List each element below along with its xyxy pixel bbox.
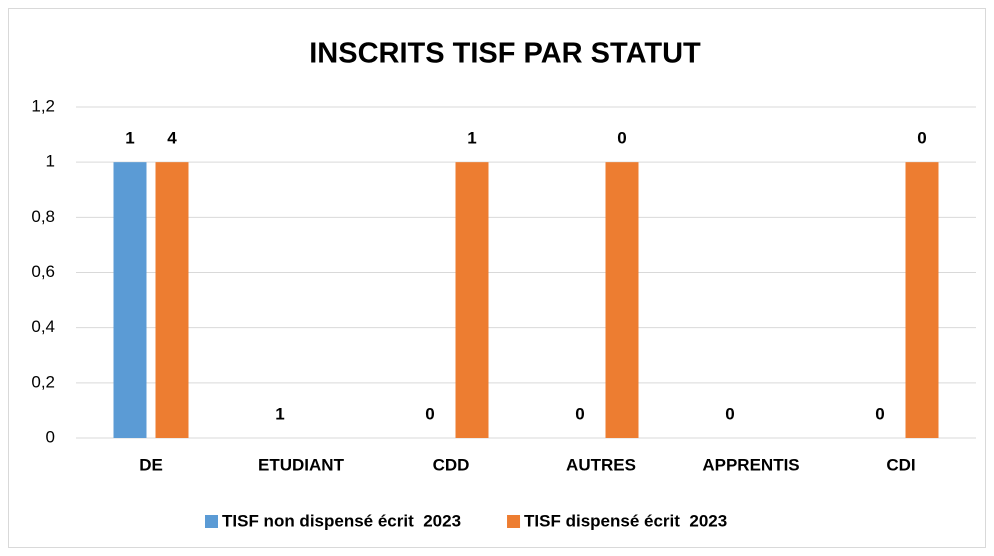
bar: [455, 162, 489, 438]
chart-title: INSCRITS TISF PAR STATUT: [309, 38, 701, 70]
bar: [905, 162, 939, 438]
bar: [155, 162, 189, 438]
data-label: 0: [725, 404, 734, 423]
data-label: 4: [167, 129, 177, 148]
data-label: 0: [917, 129, 926, 148]
legend-label: TISF dispensé écrit 2023: [524, 511, 727, 530]
legend-swatch: [205, 515, 218, 528]
legend-label: TISF non dispensé écrit 2023: [222, 511, 461, 530]
data-label: 1: [125, 129, 134, 148]
y-tick-label: 0,8: [31, 207, 55, 226]
x-tick-label: APPRENTIS: [702, 455, 799, 474]
y-tick-label: 0,4: [31, 317, 55, 336]
x-tick-label: DE: [139, 455, 163, 474]
bar: [605, 162, 639, 438]
data-label: 0: [875, 404, 884, 423]
data-label: 1: [467, 129, 476, 148]
y-tick-label: 1,2: [31, 96, 55, 115]
y-tick-label: 1: [46, 152, 55, 171]
bar: [113, 162, 147, 438]
data-label: 1: [275, 404, 284, 423]
y-tick-label: 0: [46, 427, 55, 446]
y-tick-label: 0,2: [31, 372, 55, 391]
data-label: 0: [575, 404, 584, 423]
data-label: 0: [617, 129, 626, 148]
y-tick-label: 0,6: [31, 262, 55, 281]
x-tick-label: CDI: [886, 455, 915, 474]
data-label: 0: [425, 404, 434, 423]
legend-swatch: [507, 515, 521, 528]
x-tick-label: ETUDIANT: [258, 455, 345, 474]
x-tick-label: CDD: [433, 455, 470, 474]
x-tick-label: AUTRES: [566, 455, 636, 474]
